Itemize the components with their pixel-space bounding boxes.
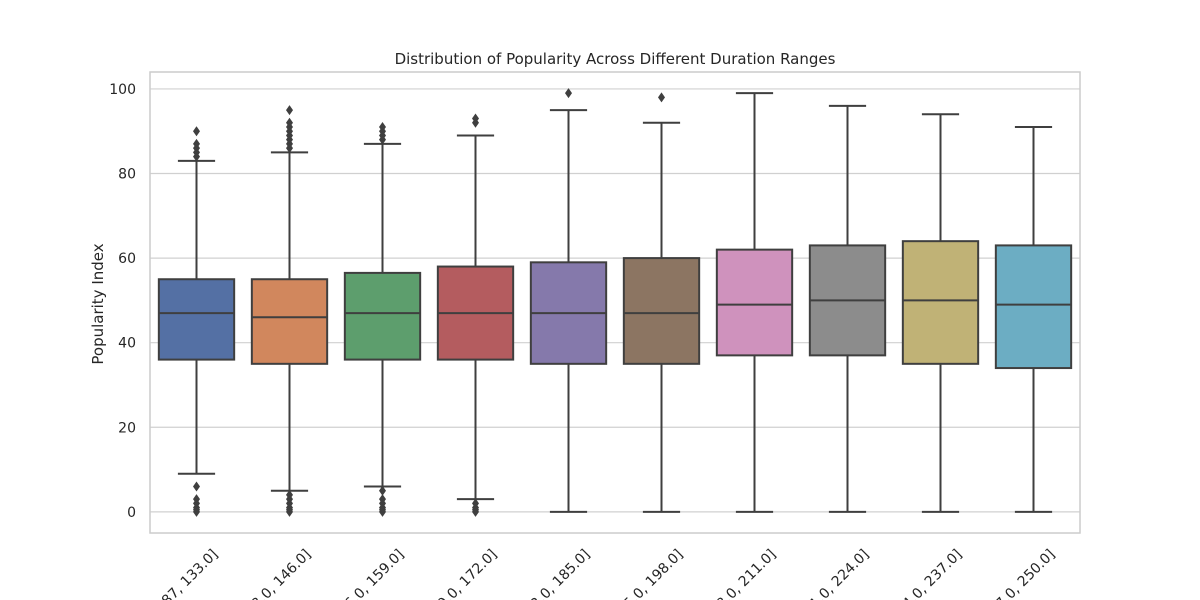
y-tick-label-60: 60 xyxy=(118,251,136,267)
box-group-3 xyxy=(343,121,422,517)
x-tick-label-3: 6.0, 159.0] xyxy=(342,547,408,600)
plot-frame xyxy=(149,71,1081,534)
box-group-9 xyxy=(901,113,980,513)
x-tick-label-9: 4.0, 237.0] xyxy=(900,547,966,600)
outlier-marker xyxy=(193,126,200,137)
iqr-box xyxy=(157,278,236,361)
iqr-box xyxy=(343,271,422,361)
y-tick-label-40: 40 xyxy=(118,336,136,352)
outlier-marker xyxy=(286,105,293,116)
outlier-marker xyxy=(379,121,386,132)
y-axis-label: Popularity Index xyxy=(89,243,107,364)
x-tick-label-2: 3.0, 146.0] xyxy=(249,547,315,600)
box-group-7 xyxy=(715,92,794,513)
box-group-1 xyxy=(157,126,236,517)
x-tick-label-7: 8.0, 211.0] xyxy=(714,547,780,600)
iqr-box xyxy=(715,248,794,357)
y-tick-label-100: 100 xyxy=(109,82,136,98)
x-tick-label-6: 5.0, 198.0] xyxy=(621,547,687,600)
outlier-marker xyxy=(286,489,293,500)
box-group-2 xyxy=(250,105,329,517)
iqr-box xyxy=(250,278,329,365)
outlier-marker xyxy=(472,498,479,509)
outlier-marker xyxy=(379,485,386,496)
boxes xyxy=(157,88,1073,517)
chart-title: Distribution of Popularity Across Differ… xyxy=(395,50,836,68)
outlier-marker xyxy=(565,88,572,99)
x-ticks: 87, 133.0] 3.0, 146.0] 6.0, 159.0] 9.0, 172… xyxy=(159,547,1058,600)
outlier-marker xyxy=(658,92,665,103)
box-group-4 xyxy=(436,113,515,517)
box-group-6 xyxy=(622,92,701,513)
outlier-marker xyxy=(379,494,386,505)
outlier-marker xyxy=(472,113,479,124)
iqr-box xyxy=(994,244,1073,370)
y-tick-label-20: 20 xyxy=(118,420,136,436)
y-tick-label-0: 0 xyxy=(127,505,136,521)
x-tick-label-10: 7.0, 250.0] xyxy=(993,547,1059,600)
x-tick-label-4: 9.0, 172.0] xyxy=(435,547,501,600)
box-group-5 xyxy=(529,88,608,513)
x-tick-label-5: 2.0, 185.0] xyxy=(528,547,594,600)
box-group-8 xyxy=(808,104,887,513)
outlier-marker xyxy=(193,481,200,492)
x-tick-label-8: 1.0, 224.0] xyxy=(807,547,873,600)
outlier-marker xyxy=(193,494,200,505)
box-group-10 xyxy=(994,125,1073,513)
y-ticks: 0 20 40 60 80 100 xyxy=(109,82,136,521)
iqr-box xyxy=(622,257,701,365)
outlier-marker xyxy=(286,117,293,128)
outlier-marker xyxy=(193,138,200,149)
x-tick-label-1: 87, 133.0] xyxy=(159,547,221,600)
y-tick-label-80: 80 xyxy=(118,167,136,183)
iqr-box xyxy=(901,240,980,365)
